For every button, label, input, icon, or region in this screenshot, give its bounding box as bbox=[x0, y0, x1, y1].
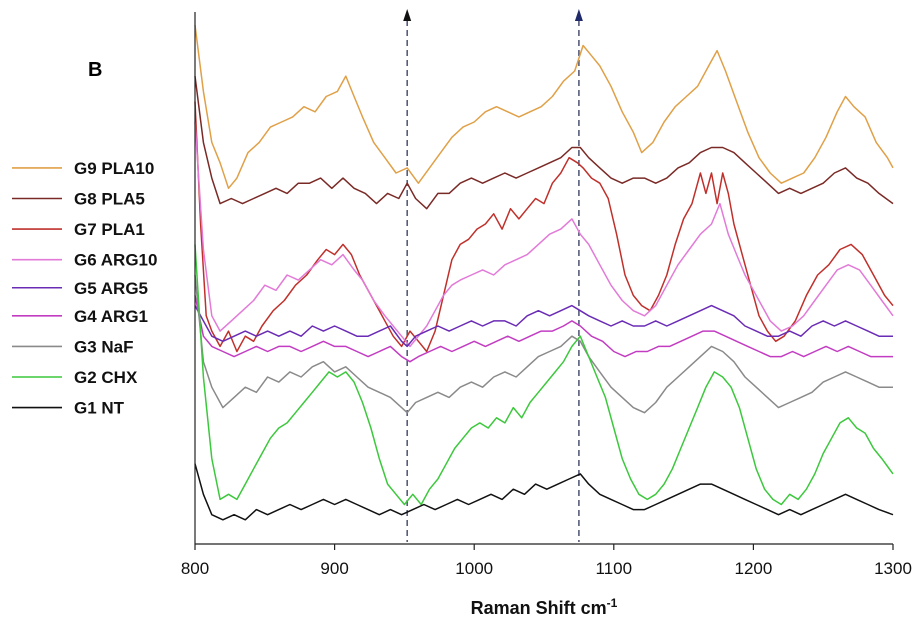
legend-label-6: G4 ARG1 bbox=[74, 307, 148, 326]
legend-label-5: G5 ARG5 bbox=[74, 279, 148, 298]
legend-label-3: G7 PLA1 bbox=[74, 220, 145, 239]
marker-arrowhead-1 bbox=[403, 9, 412, 21]
x-tick-label-1100: 1100 bbox=[596, 559, 633, 578]
panel-label: B bbox=[88, 59, 102, 81]
series-line-8 bbox=[194, 244, 894, 506]
marker-lines bbox=[403, 9, 583, 542]
series-line-1 bbox=[194, 25, 894, 190]
axes bbox=[194, 12, 893, 545]
x-axis-title-superscript: -1 bbox=[607, 596, 618, 610]
series-line-5 bbox=[194, 304, 893, 348]
x-axis-title-text: Raman Shift cm bbox=[471, 598, 607, 618]
series-line-7 bbox=[194, 274, 893, 414]
series-line-4 bbox=[194, 121, 894, 348]
legend-label-7: G3 NaF bbox=[74, 337, 134, 356]
x-ticks: 800 900 1000 1100 1200 1300 bbox=[181, 544, 912, 578]
legend-label-4: G6 ARG10 bbox=[74, 251, 157, 270]
x-tick-label-800: 800 bbox=[181, 559, 209, 578]
x-tick-label-1000: 1000 bbox=[455, 559, 493, 578]
x-tick-label-900: 900 bbox=[320, 559, 348, 578]
series-line-9 bbox=[194, 463, 894, 521]
series-line-2 bbox=[194, 76, 894, 210]
legend-label-1: G9 PLA10 bbox=[74, 159, 154, 178]
x-axis-title: Raman Shift cm-1 bbox=[471, 596, 618, 618]
marker-arrowhead-2 bbox=[574, 9, 583, 21]
series-lines bbox=[194, 25, 894, 521]
series-line-6 bbox=[194, 295, 893, 363]
legend-label-9: G1 NT bbox=[74, 399, 125, 418]
legend-label-2: G8 PLA5 bbox=[74, 190, 145, 209]
x-tick-label-1200: 1200 bbox=[734, 559, 772, 578]
x-tick-label-1300: 1300 bbox=[874, 559, 912, 578]
legend: G9 PLA10 G8 PLA5 G7 PLA1 G6 ARG10 G5 ARG5 G4 … bbox=[12, 159, 157, 418]
legend-label-8: G2 CHX bbox=[74, 368, 138, 387]
